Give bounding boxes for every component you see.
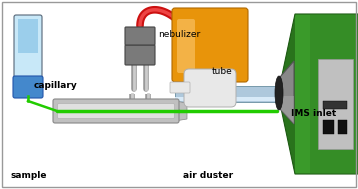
Polygon shape xyxy=(278,14,358,174)
Text: sample: sample xyxy=(10,171,47,180)
FancyBboxPatch shape xyxy=(175,97,279,101)
Polygon shape xyxy=(280,61,294,124)
Text: air duster: air duster xyxy=(183,171,233,180)
Text: nebulizer: nebulizer xyxy=(158,29,200,39)
FancyBboxPatch shape xyxy=(170,82,190,93)
FancyBboxPatch shape xyxy=(323,120,334,134)
Polygon shape xyxy=(175,101,187,121)
FancyBboxPatch shape xyxy=(172,8,248,82)
Ellipse shape xyxy=(275,76,283,110)
Text: tube: tube xyxy=(212,67,232,76)
FancyBboxPatch shape xyxy=(323,101,347,109)
FancyBboxPatch shape xyxy=(14,15,42,84)
FancyBboxPatch shape xyxy=(18,19,38,53)
FancyBboxPatch shape xyxy=(184,69,236,107)
Text: capillary: capillary xyxy=(34,81,77,90)
FancyBboxPatch shape xyxy=(318,59,353,149)
Text: IMS inlet: IMS inlet xyxy=(291,109,336,118)
Polygon shape xyxy=(278,14,295,174)
FancyBboxPatch shape xyxy=(175,86,279,102)
Polygon shape xyxy=(310,14,358,174)
FancyBboxPatch shape xyxy=(53,99,179,123)
FancyBboxPatch shape xyxy=(338,120,347,134)
FancyBboxPatch shape xyxy=(13,76,43,98)
FancyBboxPatch shape xyxy=(125,45,155,65)
FancyBboxPatch shape xyxy=(58,104,174,119)
FancyBboxPatch shape xyxy=(125,27,155,45)
Polygon shape xyxy=(280,96,294,124)
FancyBboxPatch shape xyxy=(177,19,195,73)
